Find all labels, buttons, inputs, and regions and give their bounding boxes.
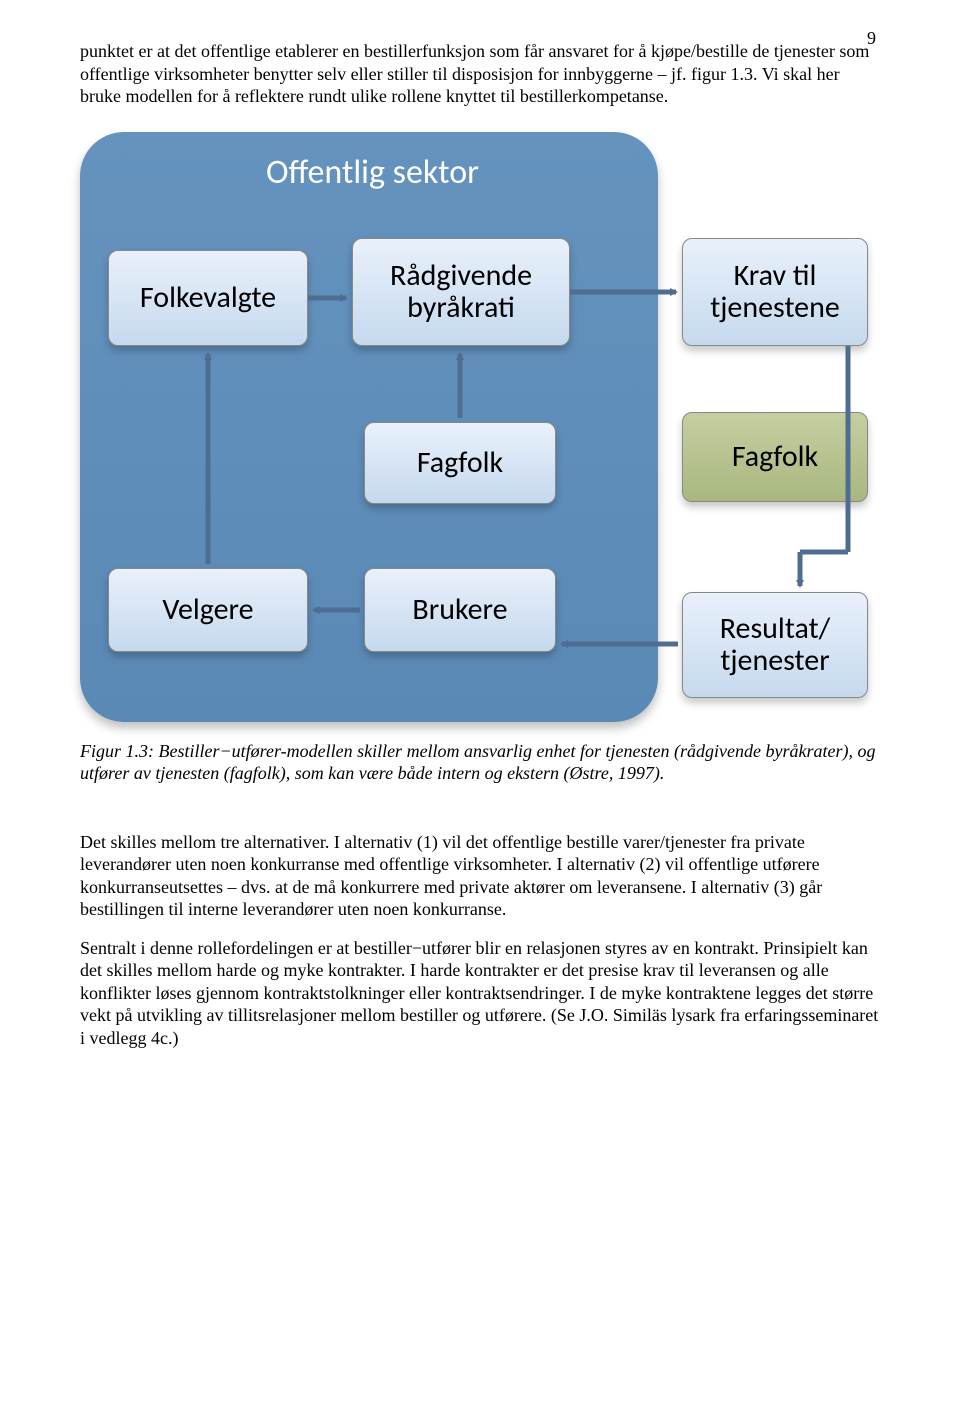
box-folkevalgte: Folkevalgte bbox=[108, 250, 308, 346]
box-fagfolk-ekstern: Fagfolk bbox=[682, 412, 868, 502]
box-resultat-tjenester: Resultat/tjenester bbox=[682, 592, 868, 698]
paragraph-intro: punktet er at det offentlige etablerer e… bbox=[80, 40, 880, 108]
box-krav-til-tjenestene: Krav tiltjenestene bbox=[682, 238, 868, 346]
paragraph-sentral: Sentralt i denne rollefordelingen er at … bbox=[80, 937, 880, 1050]
box-velgere: Velgere bbox=[108, 568, 308, 652]
sector-title: Offentlig sektor bbox=[266, 152, 479, 193]
figure-caption: Figur 1.3: Bestiller−utfører-modellen sk… bbox=[80, 740, 880, 785]
page-number: 9 bbox=[867, 28, 876, 49]
box-fagfolk-intern: Fagfolk bbox=[364, 422, 556, 504]
paragraph-alternatives: Det skilles mellom tre alternativer. I a… bbox=[80, 831, 880, 921]
diagram-figure-1-3: Offentlig sektor Folkevalgte Rådgivendeb… bbox=[80, 132, 880, 722]
box-radgivende-byrakrati: Rådgivendebyråkrati bbox=[352, 238, 570, 346]
box-brukere: Brukere bbox=[364, 568, 556, 652]
